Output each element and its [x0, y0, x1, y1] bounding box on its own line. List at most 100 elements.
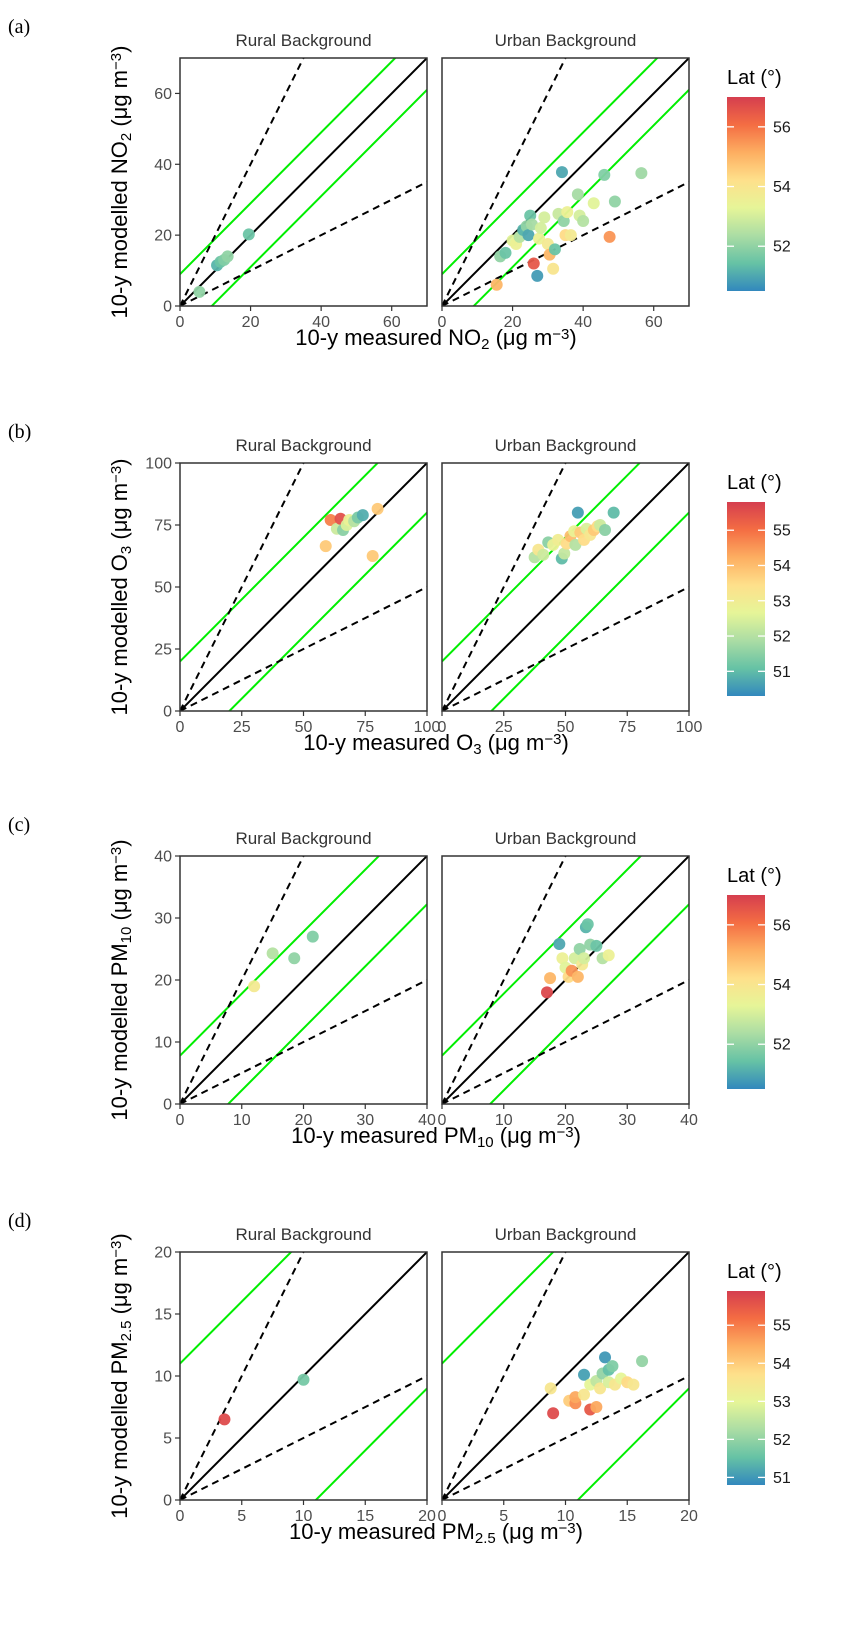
data-point [556, 952, 569, 965]
y-tick-label: 25 [154, 642, 172, 659]
axis-title-part-pre: 10-y measured PM [291, 1123, 477, 1148]
axis-title-part-pre: 10-y modelled PM [107, 943, 132, 1120]
y-tick-label: 20 [154, 973, 172, 990]
data-point [571, 188, 584, 201]
plot-border [441, 57, 690, 307]
x-tick-label: 20 [680, 1508, 698, 1525]
x-tick-label: 10 [495, 1112, 513, 1129]
panel-label: (b) [8, 421, 31, 443]
lower-offset-line [488, 903, 689, 1104]
data-point [598, 168, 611, 181]
data-point [319, 540, 332, 553]
axis-title-part-sub: 3 [118, 546, 135, 554]
facet-urban: Urban Background 0 25 50 75 100 [438, 436, 703, 736]
y-tick-label: 20 [154, 228, 172, 245]
x-tick-label: 25 [233, 719, 251, 736]
data-point [548, 243, 561, 256]
colorbar-legend: Lat (°) 51 52 53 54 55 [727, 472, 791, 696]
data-point [533, 232, 546, 245]
plot-border [179, 57, 428, 307]
facet-title: Rural Background [235, 829, 371, 848]
data-point [193, 285, 206, 298]
x-tick-label: 0 [176, 314, 185, 331]
factor-two-lower-line [180, 181, 427, 306]
data-point [324, 514, 337, 527]
reference-lines [180, 856, 427, 1104]
lower-offset-line [210, 89, 427, 306]
facet-rural: Rural Background 0 5 10 15 20 0 5 10 15 20 [154, 1225, 436, 1525]
legend-tick-label: 56 [773, 917, 791, 934]
data-point [531, 269, 544, 282]
facet-title: Urban Background [495, 1225, 637, 1244]
data-point [590, 939, 603, 952]
x-tick-label: 40 [418, 1112, 436, 1129]
data-point [547, 1407, 560, 1420]
data-point [571, 970, 584, 983]
x-tick-label: 25 [495, 719, 513, 736]
upper-offset-line [442, 1252, 555, 1365]
axis-title-part-post: (μg m [494, 1123, 557, 1148]
data-point [564, 229, 577, 242]
axis-title-part-sup: −3 [552, 326, 569, 343]
data-points [442, 1351, 649, 1500]
upper-offset-line [442, 856, 643, 1057]
axis-title-part-pre: 10-y modelled NO [107, 141, 132, 318]
legend-tick-label: 54 [773, 558, 791, 575]
x-tick-label: 30 [356, 1112, 374, 1129]
factor-two-lower-line [180, 979, 427, 1104]
y-tick-label: 0 [163, 299, 172, 316]
data-point [527, 257, 540, 270]
x-tick-label: 100 [676, 719, 703, 736]
x-axis-title: 10-y measured O3 (μg m−3) [303, 730, 569, 758]
axis-title-part-sub: 3 [473, 741, 481, 758]
data-point [288, 952, 301, 965]
facet-urban: Urban Background 0 5 10 15 20 [438, 1225, 698, 1525]
axis-title-part-end: ) [107, 1233, 132, 1240]
data-point [587, 197, 600, 210]
axis-title-part-pre: 10-y measured O [303, 730, 473, 755]
facet-rural: Rural Background 0 25 50 75 100 0 25 50 75 100 [145, 436, 440, 736]
factor-two-lower-line [442, 1375, 689, 1500]
legend-tick-label: 54 [773, 179, 791, 196]
factor-two-lower-line [180, 1375, 427, 1500]
x-tick-label: 0 [176, 1508, 185, 1525]
facet-title: Urban Background [495, 436, 637, 455]
x-tick-label: 10 [295, 1508, 313, 1525]
axis-title-part-sup: −3 [108, 466, 125, 483]
axis-title-part-end: ) [569, 325, 576, 350]
reference-lines [442, 1252, 689, 1500]
data-point [534, 222, 547, 235]
upper-offset-line [180, 856, 381, 1057]
axis-title-part-sub: 10 [477, 1134, 494, 1151]
x-tick-label: 75 [618, 719, 636, 736]
data-points [442, 506, 620, 711]
y-axis-title: 10-y modelled PM10 (μg m−3) [107, 839, 135, 1120]
x-tick-label: 0 [438, 314, 447, 331]
axis-title-part-post: (μg m [496, 1519, 559, 1544]
axis-title-part-sup: −3 [108, 53, 125, 70]
y-tick-label: 40 [154, 849, 172, 866]
data-point [537, 548, 550, 561]
x-tick-label: 60 [383, 314, 401, 331]
data-points [442, 918, 615, 1104]
y-tick-label: 0 [163, 1097, 172, 1114]
legend-tick-label: 51 [773, 1470, 791, 1487]
lower-offset-line [489, 511, 689, 711]
reference-lines [180, 463, 427, 711]
legend-tick-label: 56 [773, 119, 791, 136]
axis-title-part-sup: −3 [556, 1124, 573, 1141]
one-to-one-line [442, 1252, 689, 1500]
data-point [561, 206, 574, 219]
one-to-one-line [442, 463, 689, 711]
data-point [608, 195, 621, 208]
data-point [366, 550, 379, 562]
axis-title-part-sub: 2.5 [118, 1321, 135, 1342]
factor-two-lower-line [442, 586, 689, 711]
upper-offset-line [180, 1252, 293, 1365]
x-tick-label: 50 [557, 719, 575, 736]
axis-title-part-sub: 2 [118, 133, 135, 141]
facet-title: Rural Background [235, 436, 371, 455]
data-point [590, 1401, 603, 1413]
